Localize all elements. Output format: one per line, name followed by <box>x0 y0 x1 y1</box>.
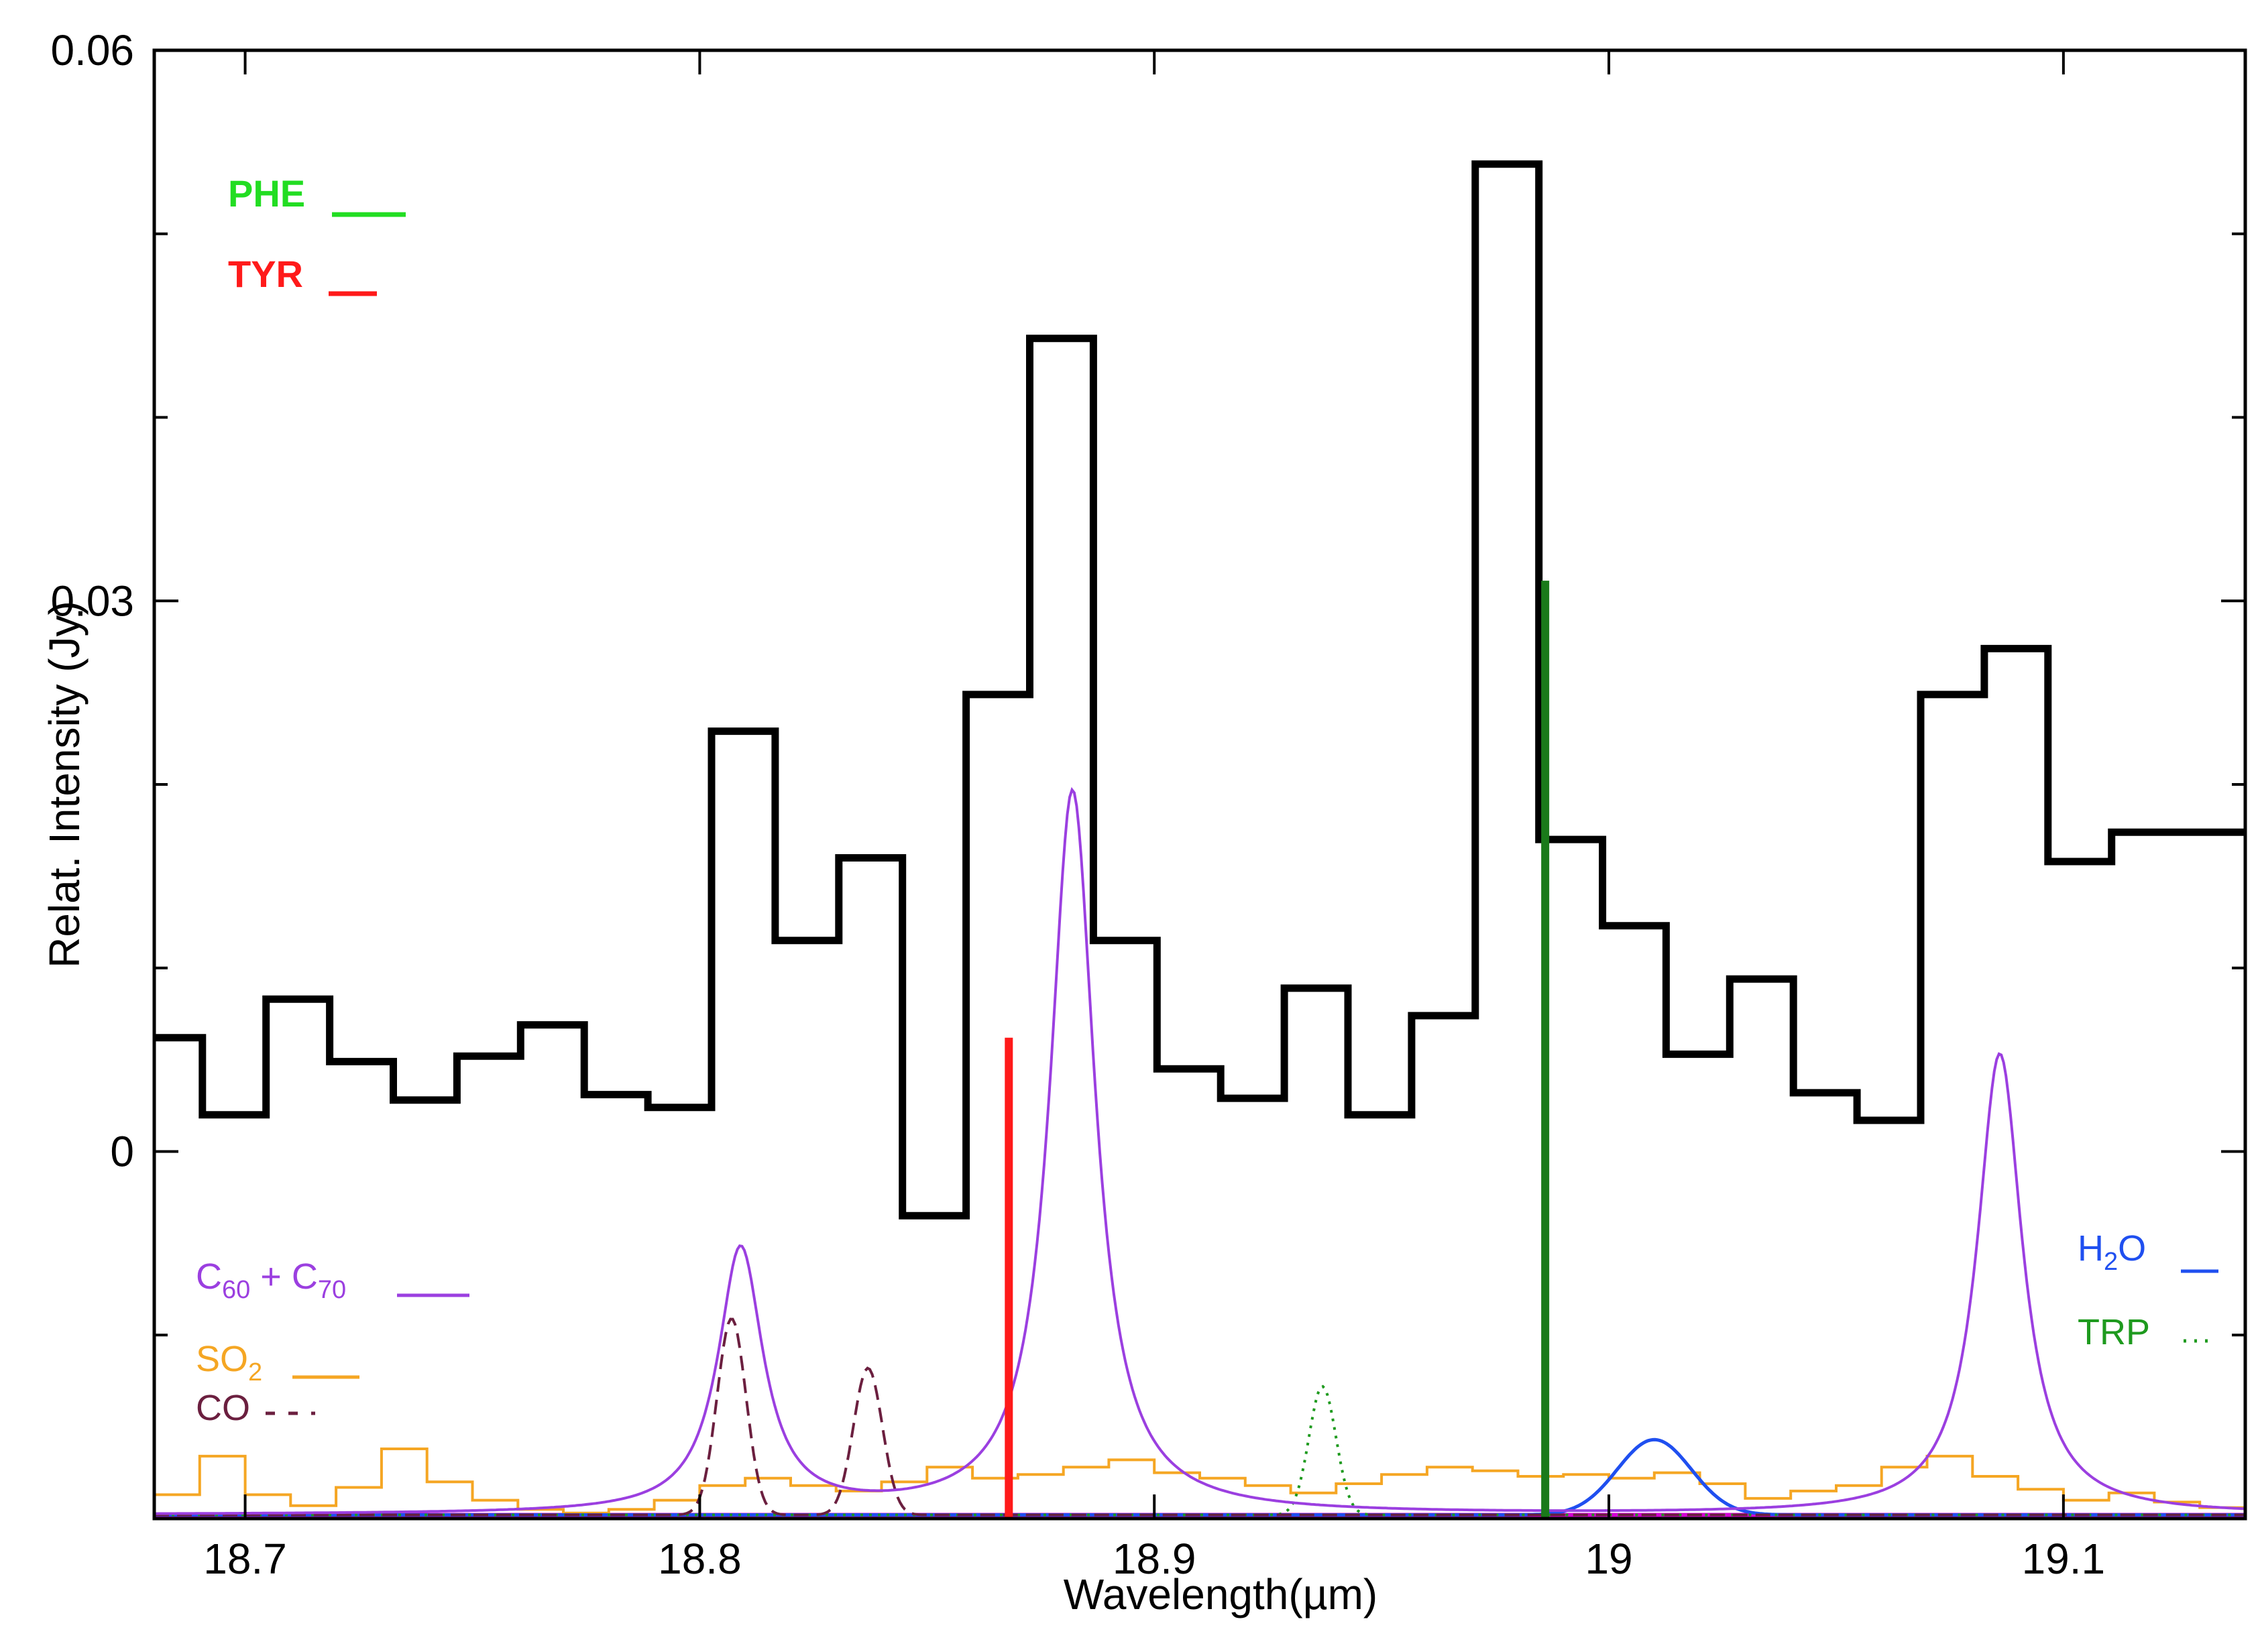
legend-label-co: CO <box>196 1388 250 1428</box>
legend-so2-letters: SO <box>196 1339 248 1379</box>
legend-label-h2o: H2O <box>2078 1228 2146 1276</box>
legend-label-phe: PHE <box>228 172 305 215</box>
x-tick-label: 19 <box>1585 1535 1632 1583</box>
legend-so2-subscript: 2 <box>248 1358 262 1386</box>
legend-h2o-subscript: 2 <box>2104 1248 2118 1276</box>
x-tick-label: 18.7 <box>203 1535 287 1583</box>
so2-model-line <box>154 1448 2245 1515</box>
x-tick-label: 19.1 <box>2022 1535 2106 1583</box>
legend-h2o-h: H <box>2078 1228 2104 1268</box>
observed-spectrum-group <box>154 160 2245 1220</box>
y-tick-label: 0 <box>110 1128 134 1176</box>
legend-amino-acids: PHE TYR <box>228 172 406 296</box>
legend-label-tyr: TYR <box>228 253 303 295</box>
axis-ticks: 18.7 18.8 18.9 19 19.1 0 0.03 0.06 <box>50 26 2245 1583</box>
legend-label-trp: TRP <box>2078 1312 2150 1352</box>
c60-c70-model-line <box>154 786 2245 1515</box>
legend-models-right: H2O TRP <box>2078 1228 2218 1352</box>
legend-label-c60-c70: C60 + C70 <box>196 1256 346 1304</box>
legend-c60-letter: C <box>196 1256 222 1297</box>
legend-c70-letter: + C <box>250 1256 318 1297</box>
co-model-line <box>154 1317 2245 1517</box>
y-tick-label: 0.03 <box>50 577 134 625</box>
x-tick-label: 18.9 <box>1113 1535 1196 1583</box>
y-axis-label: Relat. Intensity (Jy) <box>40 601 89 968</box>
reference-lines <box>1005 581 1550 1519</box>
legend-models-left: C60 + C70 SO2 CO <box>196 1256 469 1428</box>
x-tick-label: 18.8 <box>658 1535 742 1583</box>
x-axis-label: Wavelength(µm) <box>1064 1570 1377 1618</box>
legend-h2o-o: O <box>2118 1228 2146 1268</box>
observed-spectrum-line <box>154 160 2245 1220</box>
legend-c70-subscript: 70 <box>318 1276 346 1304</box>
legend-c60-subscript: 60 <box>222 1276 250 1304</box>
legend-label-so2: SO2 <box>196 1339 262 1386</box>
model-curves <box>154 786 2245 1517</box>
plot-frame <box>152 48 2247 1521</box>
y-tick-label: 0.06 <box>50 26 134 74</box>
